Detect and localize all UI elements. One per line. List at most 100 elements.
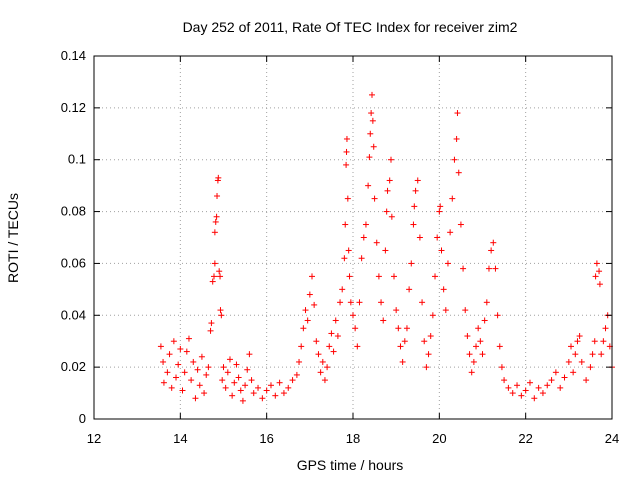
data-point [509, 390, 516, 397]
data-point [203, 371, 210, 378]
data-point [185, 335, 192, 342]
data-point [276, 379, 283, 386]
data-point [306, 291, 313, 298]
data-point [173, 374, 180, 381]
data-point [244, 366, 251, 373]
data-point [397, 343, 404, 350]
data-point [237, 387, 244, 394]
data-point [496, 343, 503, 350]
data-point [587, 364, 594, 371]
data-point [293, 371, 300, 378]
data-point [356, 299, 363, 306]
data-point [201, 390, 208, 397]
data-point [380, 317, 387, 324]
data-point [602, 325, 609, 332]
data-point [194, 366, 201, 373]
data-point [334, 333, 341, 340]
data-point [438, 247, 445, 254]
data-point [218, 312, 225, 319]
data-point [444, 260, 451, 267]
data-point [259, 395, 266, 402]
y-axis-label: ROTI / TECUs [5, 193, 21, 283]
data-point [341, 255, 348, 262]
y-tick-label: 0.08 [61, 204, 86, 219]
data-point [168, 384, 175, 391]
y-tick-label: 0.04 [61, 307, 86, 322]
data-point [217, 307, 224, 314]
data-point [219, 377, 226, 384]
data-point [598, 351, 605, 358]
data-point [473, 343, 480, 350]
data-point [304, 317, 311, 324]
data-point [416, 234, 423, 241]
data-point [388, 213, 395, 220]
data-point [324, 364, 331, 371]
data-point [378, 299, 385, 306]
data-point [481, 317, 488, 324]
data-point [589, 351, 596, 358]
data-point [393, 307, 400, 314]
data-point [317, 369, 324, 376]
data-point [583, 377, 590, 384]
data-point [457, 221, 464, 228]
data-point [453, 135, 460, 142]
x-tick-label: 22 [518, 431, 532, 446]
data-point [207, 327, 214, 334]
data-point [328, 330, 335, 337]
data-point [485, 265, 492, 272]
data-point [522, 387, 529, 394]
data-point [395, 325, 402, 332]
y-tick-label: 0.12 [61, 100, 86, 115]
data-point [330, 348, 337, 355]
data-point [358, 255, 365, 262]
y-tick-label: 0.06 [61, 255, 86, 270]
data-point [368, 91, 375, 98]
data-point [518, 392, 525, 399]
data-point [462, 307, 469, 314]
data-point [272, 392, 279, 399]
data-point [531, 395, 538, 402]
data-point [229, 392, 236, 399]
x-tick-label: 12 [87, 431, 101, 446]
data-point [215, 174, 222, 181]
data-point [300, 325, 307, 332]
data-point [366, 154, 373, 161]
data-point [211, 229, 218, 236]
data-point [214, 193, 221, 200]
x-tick-label: 16 [259, 431, 273, 446]
data-point [382, 247, 389, 254]
data-point [570, 369, 577, 376]
data-point [483, 299, 490, 306]
data-point [544, 382, 551, 389]
data-point [220, 364, 227, 371]
x-axis-label: GPS time / hours [297, 457, 404, 473]
data-point [205, 364, 212, 371]
data-point [561, 374, 568, 381]
data-point [250, 390, 257, 397]
y-tick-label: 0.02 [61, 359, 86, 374]
data-point [370, 143, 377, 150]
data-point [387, 156, 394, 163]
data-point [408, 260, 415, 267]
data-point [578, 358, 585, 365]
grid-layer [94, 56, 612, 419]
data-point [494, 312, 501, 319]
data-point [434, 234, 441, 241]
data-point [466, 351, 473, 358]
data-point [233, 361, 240, 368]
data-point [429, 312, 436, 319]
data-point [451, 156, 458, 163]
data-point [339, 286, 346, 293]
data-point [343, 148, 350, 155]
data-point [447, 229, 454, 236]
data-point [455, 169, 462, 176]
data-point [326, 343, 333, 350]
data-point [362, 221, 369, 228]
data-point [315, 351, 322, 358]
data-point [411, 203, 418, 210]
data-point [311, 301, 318, 308]
data-point [596, 268, 603, 275]
data-point [350, 312, 356, 319]
data-point [342, 221, 349, 228]
data-point [164, 369, 171, 376]
